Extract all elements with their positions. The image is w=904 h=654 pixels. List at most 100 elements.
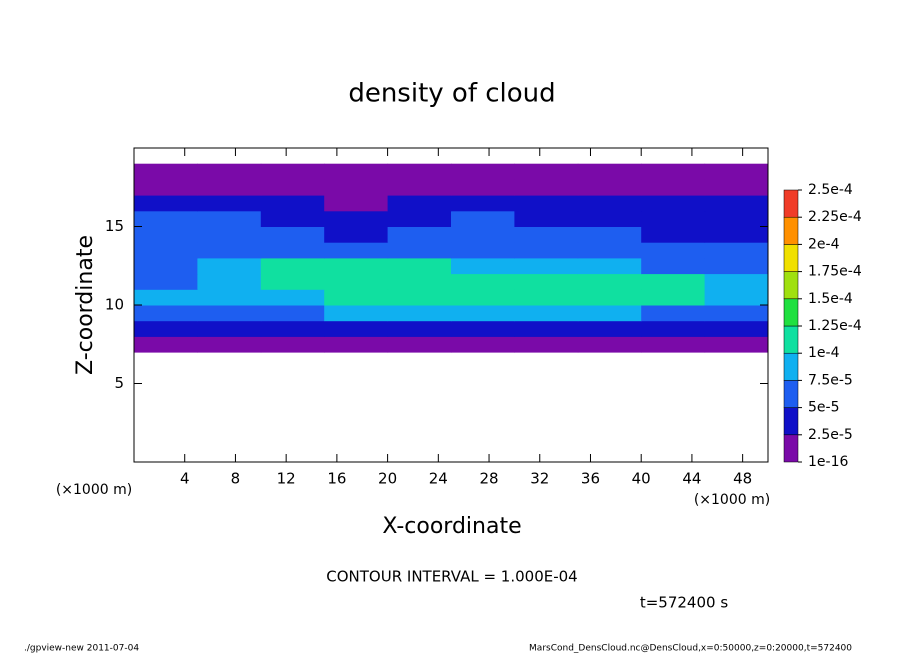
- heat-cell: [324, 446, 388, 462]
- heat-cell: [197, 320, 262, 337]
- colorbar-swatch: [783, 325, 799, 354]
- heat-cell: [387, 195, 452, 212]
- colorbar-swatch: [783, 298, 799, 327]
- heat-cell: [324, 289, 389, 306]
- x-tick-label: 28: [479, 470, 498, 488]
- heat-cell: [134, 368, 198, 384]
- heat-cell: [134, 305, 198, 322]
- heat-cell: [260, 320, 325, 337]
- heat-cell: [387, 257, 452, 275]
- heat-cell: [451, 289, 515, 306]
- heat-cell: [451, 226, 515, 243]
- heat-cell: [704, 336, 769, 353]
- heat-cell: [514, 163, 579, 180]
- colorbar-label: 2.25e-4: [808, 209, 862, 225]
- heat-cell: [451, 352, 515, 368]
- heat-cell: [260, 226, 325, 243]
- heat-cell: [641, 226, 706, 243]
- heat-cell: [134, 179, 198, 196]
- heat-cell: [705, 399, 769, 415]
- heat-cell: [134, 195, 198, 212]
- heat-cell: [134, 352, 198, 368]
- heat-cell: [514, 352, 578, 368]
- heat-cell: [260, 336, 325, 353]
- footer-right: MarsCond_DensCloud.nc@DensCloud,x=0:5000…: [529, 644, 852, 654]
- heat-cell: [324, 179, 389, 196]
- heat-cell: [641, 289, 706, 306]
- x-tick-label: 16: [327, 470, 346, 488]
- heat-cell: [641, 399, 705, 415]
- heat-cell: [704, 257, 769, 275]
- x-tick-label: 36: [581, 470, 600, 488]
- heat-cell: [641, 210, 706, 227]
- heat-cell: [451, 446, 515, 462]
- heat-cell: [641, 415, 705, 431]
- heat-cell: [134, 415, 198, 431]
- heat-cell: [260, 195, 325, 212]
- heat-cell: [260, 163, 325, 180]
- heat-cell: [451, 431, 515, 447]
- heat-cell: [451, 336, 515, 353]
- heat-cell: [514, 242, 579, 259]
- heat-cell: [324, 320, 389, 337]
- x-tick-label: 24: [429, 470, 448, 488]
- heat-cell: [388, 399, 452, 415]
- heat-cell: [514, 257, 579, 275]
- heat-cell: [260, 179, 325, 196]
- heat-cell: [705, 431, 769, 447]
- heat-cell: [261, 431, 325, 447]
- heat-cell: [324, 163, 389, 180]
- contour-note: CONTOUR INTERVAL = 1.000E-04: [326, 568, 577, 586]
- heat-cell: [451, 399, 515, 415]
- colorbar-swatch: [783, 216, 799, 245]
- y-axis-label: Z-coordinate: [73, 235, 98, 375]
- heat-cell: [197, 446, 261, 462]
- heat-cell: [577, 273, 642, 290]
- heat-cell: [514, 336, 579, 353]
- heat-cell: [388, 352, 452, 368]
- heat-cell: [134, 163, 198, 180]
- heat-cell: [451, 195, 515, 212]
- heat-cell: [388, 431, 452, 447]
- y-tick-label: 10: [105, 296, 124, 314]
- colorbar-label: 1.25e-4: [808, 318, 862, 334]
- heat-cell: [324, 399, 388, 415]
- heat-cell: [134, 226, 198, 243]
- heat-cell: [387, 320, 452, 337]
- heat-cell: [514, 289, 579, 306]
- x-axis-label: X-coordinate: [382, 514, 521, 539]
- heat-cell: [578, 368, 642, 384]
- heat-cell: [134, 399, 198, 415]
- time-note: t=572400 s: [640, 594, 728, 612]
- heat-cell: [705, 352, 769, 368]
- heat-cell: [705, 446, 769, 462]
- heat-cell: [578, 415, 642, 431]
- heat-cell: [451, 415, 515, 431]
- heat-cell: [197, 195, 262, 212]
- heat-cell: [514, 273, 579, 290]
- colorbar-label: 1e-4: [808, 345, 840, 361]
- heat-cell: [577, 226, 642, 243]
- heat-cell: [134, 336, 198, 353]
- heat-cell: [704, 289, 769, 306]
- heat-cell: [451, 148, 515, 164]
- heat-cell: [260, 289, 325, 306]
- heat-cell: [324, 210, 389, 227]
- heat-cell: [197, 305, 262, 322]
- heat-cell: [578, 148, 642, 164]
- colorbar-swatch: [783, 244, 799, 272]
- heat-cell: [451, 179, 515, 196]
- heat-cell: [641, 384, 705, 400]
- heat-cell: [641, 305, 706, 322]
- heat-cell: [197, 179, 262, 196]
- heat-cell: [641, 273, 706, 290]
- heat-cell: [134, 384, 198, 400]
- heat-cell: [197, 368, 261, 384]
- heat-cell: [261, 446, 325, 462]
- colorbar-label: 7.5e-5: [808, 372, 853, 388]
- heat-cell: [197, 415, 261, 431]
- heat-cell: [577, 320, 642, 337]
- heat-cell: [704, 273, 769, 290]
- heat-cell: [387, 163, 452, 180]
